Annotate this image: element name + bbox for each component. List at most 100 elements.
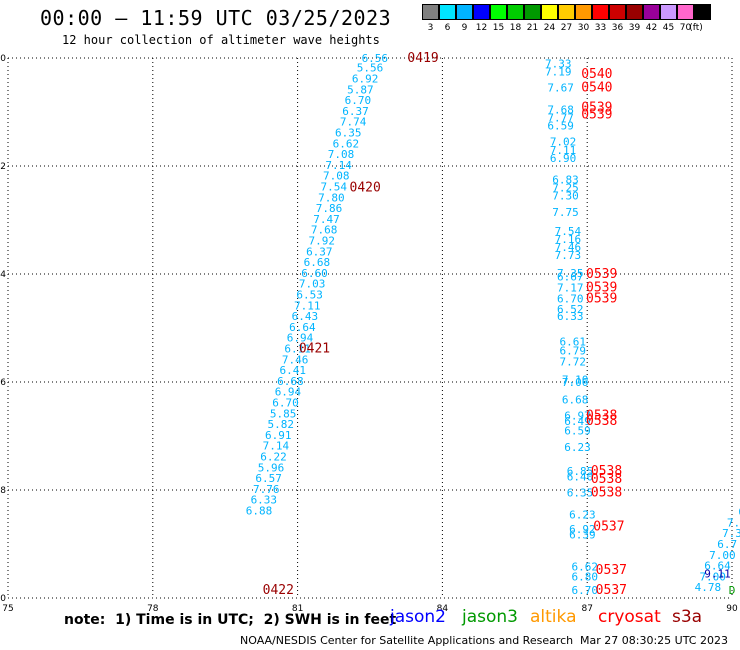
- wave-height-point: 6.70: [272, 397, 299, 410]
- legend-swatch: [507, 4, 524, 20]
- legend-swatch: [694, 4, 711, 20]
- wave-height-point: 6.37: [342, 105, 369, 118]
- pass-time-label: 0420: [350, 181, 381, 196]
- wave-height-point: 7.72: [559, 355, 586, 368]
- wave-height-point: 6.97: [564, 409, 591, 422]
- legend-label: 42: [645, 23, 658, 33]
- wave-height-point: 7.54: [321, 181, 348, 194]
- wave-height-point: 6.90: [550, 152, 577, 165]
- legend-label: 30: [577, 23, 590, 33]
- wave-height-point: 6.70: [557, 292, 584, 305]
- wave-height-point: 5.56: [357, 62, 384, 75]
- y-tick-label: -22: [0, 162, 6, 172]
- legend-label: 70: [679, 23, 692, 33]
- wave-height-point: 7.08: [328, 148, 355, 161]
- wave-height-point: 6.88: [246, 505, 273, 518]
- wave-height-point: 7.67: [547, 82, 574, 95]
- wave-height-point: 7.3: [722, 527, 740, 540]
- wave-height-point: 6.60: [301, 267, 328, 280]
- wave-height-point: 6.41: [280, 364, 307, 377]
- wave-height-point: 7.08: [323, 170, 350, 183]
- legend-swatch: [677, 4, 694, 20]
- wave-height-point: 6.85: [567, 465, 594, 478]
- wave-height-point: 6.61: [559, 336, 586, 349]
- wave-height-point: 7.33: [545, 57, 572, 70]
- legend-label: 12: [475, 23, 488, 33]
- pass-time-label: 0537: [596, 563, 627, 578]
- wave-height-point: 7.06: [562, 376, 589, 389]
- legend-label: 9: [461, 23, 468, 33]
- wave-height-point: 6.37: [306, 245, 333, 258]
- legend-label: 27: [560, 23, 573, 33]
- x-tick-label: 81: [292, 604, 303, 614]
- wave-height-point: 6.92: [352, 73, 379, 86]
- legend-swatch: [575, 4, 592, 20]
- wave-height-point: 6.33: [251, 494, 278, 507]
- x-tick-label: 84: [437, 604, 449, 614]
- wave-height-point: D: [729, 584, 736, 597]
- wave-height-point: 6.68: [304, 256, 331, 269]
- wave-height-point: 7.76: [253, 483, 280, 496]
- wave-height-point: 6.52: [557, 303, 584, 316]
- wave-height-point: 6.11: [284, 343, 311, 356]
- x-tick-label: 87: [581, 604, 592, 614]
- wave-height-point: 7.10: [562, 373, 589, 386]
- wave-height-point: 6.70: [572, 584, 599, 597]
- wave-height-point: 6.35: [335, 127, 362, 140]
- pass-time-label: 0538: [591, 472, 622, 487]
- wave-height-point: 6.64: [289, 321, 316, 334]
- legend-label: 21: [526, 23, 539, 33]
- chart-title: 00:00 – 11:59 UTC 03/25/2023: [40, 6, 392, 30]
- legend-label: 36: [611, 23, 624, 33]
- legend-swatch: [643, 4, 660, 20]
- satellite-jason3: jason3: [462, 607, 518, 627]
- wave-height-point: 6.59: [547, 120, 574, 133]
- satellite-cryosat: cryosat: [598, 607, 661, 627]
- wave-height-point: 7.03: [299, 278, 326, 291]
- satellite-jason2: jason2: [390, 607, 446, 627]
- wave-height-point: 6.53: [296, 289, 323, 302]
- wave-height-point: 7.68: [311, 224, 338, 237]
- y-tick-label: -30: [0, 594, 6, 604]
- wave-height-point: 7.02: [550, 136, 577, 149]
- legend-label: 15: [492, 23, 505, 33]
- pass-time-label: 0422: [263, 583, 294, 598]
- footer-note: note: 1) Time is in UTC; 2) SWH is in fe…: [64, 612, 397, 628]
- wave-height-point: 6.7: [717, 538, 737, 551]
- legend-label: 3: [427, 23, 434, 33]
- legend-label: 18: [509, 23, 522, 33]
- wave-height-point: 4.78: [695, 581, 722, 594]
- wave-height-point: 6.33: [557, 310, 584, 323]
- pass-time-label: 0538: [591, 486, 622, 501]
- credit-text: NOAA/NESDIS Center for Satellite Applica…: [240, 634, 574, 647]
- wave-height-point: 7.92: [308, 235, 335, 248]
- pass-time-label: 0538: [586, 408, 617, 423]
- wave-height-point: 6.64: [704, 560, 731, 573]
- pass-time-label: 0539: [586, 291, 617, 306]
- pass-time-label: 0538: [591, 464, 622, 479]
- pass-time-label: 0538: [586, 414, 617, 429]
- legend-swatch: [558, 4, 575, 20]
- legend-swatch: [439, 4, 456, 20]
- wave-height-point: 7.3: [727, 516, 740, 529]
- wave-height-point: 6.94: [287, 332, 314, 345]
- wave-height-point: 6.67: [557, 271, 584, 284]
- pass-time-label: 0539: [581, 101, 612, 116]
- legend-label: 33: [594, 23, 607, 33]
- legend-label: 6: [444, 23, 451, 33]
- y-tick-label: -24: [0, 270, 6, 280]
- legend-unit: (ft): [689, 23, 703, 33]
- legend-swatch: [422, 4, 439, 20]
- legend-swatch: [541, 4, 558, 20]
- wave-height-point: 6.39: [569, 528, 596, 541]
- credit-date: Mar 27 08:30:25 UTC 2023: [580, 634, 728, 647]
- wave-height-point: 7.00: [699, 570, 726, 583]
- wave-height-point: 6.68: [277, 375, 304, 388]
- wave-height-point: 6.22: [260, 451, 287, 464]
- wave-height-point: 6.68: [562, 393, 589, 406]
- wave-height-point: 7.74: [340, 116, 367, 129]
- legend-swatch: [473, 4, 490, 20]
- y-tick-label: -26: [0, 378, 6, 388]
- wave-height-point: 5.85: [270, 407, 297, 420]
- wave-height-point: 6.80: [572, 570, 599, 583]
